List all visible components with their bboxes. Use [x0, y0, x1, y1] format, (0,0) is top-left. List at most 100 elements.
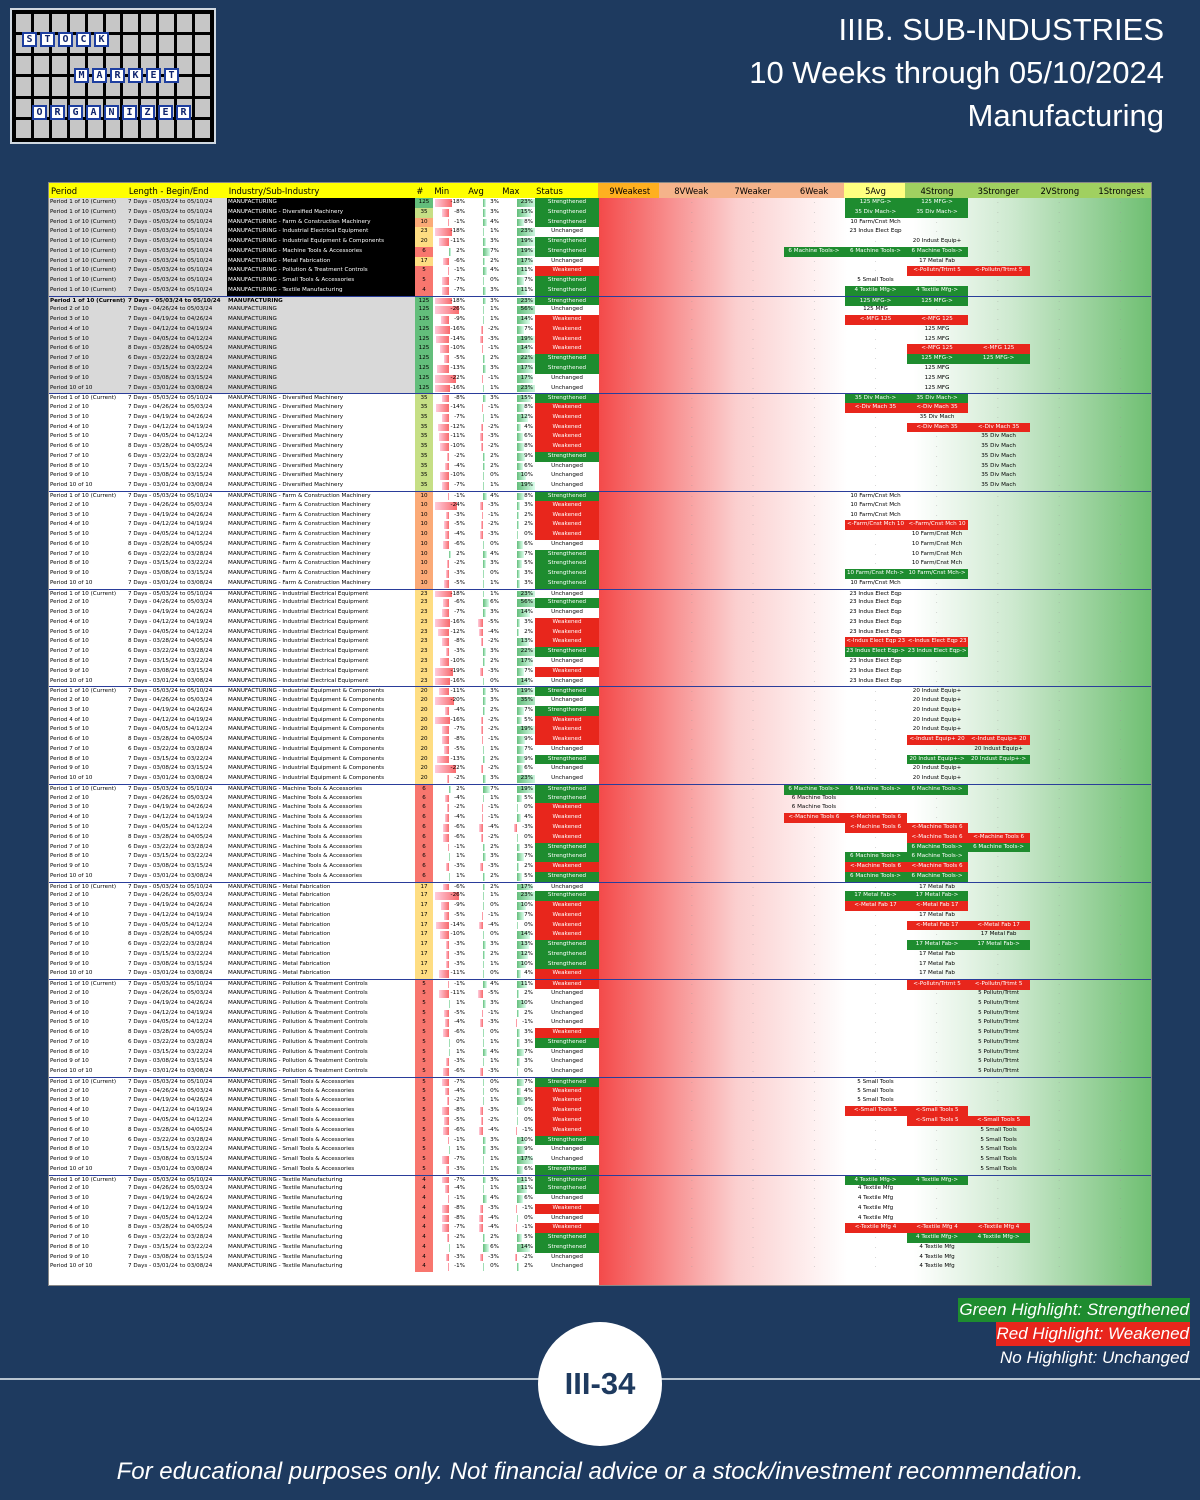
min-cell: -3% [433, 862, 467, 872]
table-row: Period 8 of 10 7 Days - 03/15/24 to 03/22… [49, 656, 1151, 667]
min-cell: -18% [433, 297, 467, 306]
avg-cell: 1% [467, 305, 501, 315]
industry-cell: MANUFACTURING - Diversified Machinery [227, 394, 415, 404]
data-bar [435, 306, 460, 315]
zone-tag: 6 Machine Tools-> [845, 784, 907, 795]
data-bar [449, 1038, 450, 1047]
data-bar [448, 492, 450, 500]
min-cell: -3% [433, 960, 467, 970]
period-cell: Period 9 of 10 [49, 471, 127, 482]
data-bar [483, 883, 485, 891]
status-cell: Weakened [535, 1086, 599, 1097]
count-cell: 35 [415, 403, 433, 413]
zone-tag: 5 Pollutn/Trtmt [978, 1068, 1020, 1075]
data-bar [517, 335, 535, 344]
data-bar [446, 648, 449, 656]
count-cell: 17 [415, 256, 433, 267]
table-row: Period 10 of 10 7 Days - 03/01/24 to 03/0… [49, 1262, 1151, 1273]
status-cell: Strengthened [535, 940, 599, 950]
industry-cell: MANUFACTURING - Metal Fabrication [227, 920, 415, 931]
status-cell: Unchanged [551, 1253, 583, 1260]
zone-dots: ......... [629, 433, 1122, 440]
data-bar [444, 1009, 449, 1018]
period-cell: Period 10 of 10 [49, 871, 127, 882]
count-cell: 10 [415, 559, 433, 570]
table-row: Period 4 of 10 7 Days - 04/12/24 to 04/19… [49, 422, 1151, 433]
min-cell: -5% [433, 1009, 467, 1019]
zone-tag: 4 Textile Mfg-> [906, 1175, 969, 1186]
industry-cell: MANUFACTURING - Machine Tools & Accessor… [227, 862, 415, 872]
data-bar [438, 990, 449, 998]
period-cell: Period 10 of 10 [49, 774, 127, 784]
data-bar [517, 501, 520, 510]
length-cell: 8 Days - 03/28/24 to 04/05/24 [127, 930, 227, 941]
data-bar [517, 423, 521, 432]
count-cell: 125 [415, 334, 433, 345]
industry-cell: MANUFACTURING - Small Tools & Accessorie… [227, 1115, 415, 1126]
data-bar [517, 804, 518, 813]
table-row: Period 4 of 10 7 Days - 04/12/24 to 04/19… [49, 910, 1151, 921]
table-row: Period 8 of 10 7 Days - 03/15/24 to 03/22… [49, 1145, 1151, 1156]
max-cell: 0% [501, 833, 535, 843]
length-cell: 7 Days - 04/26/24 to 05/03/24 [127, 500, 227, 511]
count-cell: 6 [415, 832, 433, 843]
status-cell: Unchanged [551, 990, 583, 997]
status-cell: Unchanged [551, 745, 583, 752]
data-bar [480, 1068, 483, 1076]
period-cell: Period 5 of 10 [49, 725, 127, 736]
max-cell: 11% [501, 1176, 535, 1185]
zone-tag: 35 Div Mach [981, 443, 1016, 450]
zone-tag: 20 Indust Equip+ [912, 238, 962, 245]
max-cell: 23% [501, 384, 535, 394]
length-cell: 7 Days - 03/08/24 to 03/15/24 [127, 569, 227, 579]
zone-tag: 4 Textile Mfg [857, 1214, 894, 1221]
data-bar [436, 755, 449, 764]
industry-cell: MANUFACTURING - Farm & Construction Mach… [227, 520, 415, 531]
data-bar [517, 981, 528, 989]
min-cell: -4% [433, 1018, 467, 1028]
zone-tag: <-MFG 125 [968, 344, 1030, 355]
data-bar [449, 785, 451, 793]
zone-tag: <-MFG 125 [845, 315, 907, 325]
min-cell: -24% [433, 501, 467, 511]
period-cell: Period 1 of 10 (Current) [49, 256, 127, 267]
data-bar [517, 618, 520, 627]
industry-cell: MANUFACTURING - Textile Manufacturing [227, 285, 415, 296]
table-row: Period 3 of 10 7 Days - 04/19/24 to 04/26… [49, 998, 1151, 1009]
data-bar [435, 325, 450, 334]
count-cell: 35 [415, 412, 433, 423]
period-cell: Period 1 of 10 (Current) [49, 246, 127, 257]
avg-cell: -3% [467, 1067, 501, 1077]
period-cell: Period 1 of 10 (Current) [49, 882, 127, 892]
status-cell: Weakened [535, 1096, 599, 1107]
zone-tag: 125 MFG [924, 384, 950, 391]
data-bar [449, 872, 450, 881]
status-cell: Strengthened [535, 959, 599, 970]
length-cell: 7 Days - 04/12/24 to 04/19/24 [127, 813, 227, 823]
data-bar [445, 531, 449, 539]
industry-cell: MANUFACTURING - Small Tools & Accessorie… [227, 1135, 415, 1146]
table-row: Period 5 of 10 7 Days - 04/05/24 to 04/12… [49, 1018, 1151, 1029]
count-cell: 6 [415, 852, 433, 863]
data-bar [517, 1029, 520, 1037]
zone-tag: 6 Machine Tools-> [906, 246, 969, 257]
length-cell: 8 Days - 03/28/24 to 04/05/24 [127, 1028, 227, 1038]
max-cell: 11% [501, 1184, 535, 1194]
min-cell: -7% [433, 276, 467, 286]
avg-cell: 1% [467, 315, 501, 325]
length-cell: 7 Days - 03/01/24 to 03/08/24 [127, 969, 227, 980]
status-cell: Weakened [535, 725, 599, 736]
zone-tag: 35 Div Mach-> [906, 394, 969, 405]
data-bar [517, 872, 522, 881]
period-cell: Period 1 of 10 (Current) [49, 237, 127, 247]
zone-tag: 4 Textile Mfg [919, 1243, 955, 1250]
status-cell: Unchanged [551, 257, 583, 264]
data-bar [447, 1097, 449, 1106]
max-cell: 14% [501, 608, 535, 618]
zone-tag: 20 Indust Equip+ [912, 726, 962, 733]
status-cell: Strengthened [535, 687, 599, 697]
zone-dots: ......... [629, 1204, 1122, 1211]
zone-dots: ......... [629, 931, 1122, 938]
industry-cell: MANUFACTURING - Industrial Electrical Eq… [227, 589, 415, 599]
